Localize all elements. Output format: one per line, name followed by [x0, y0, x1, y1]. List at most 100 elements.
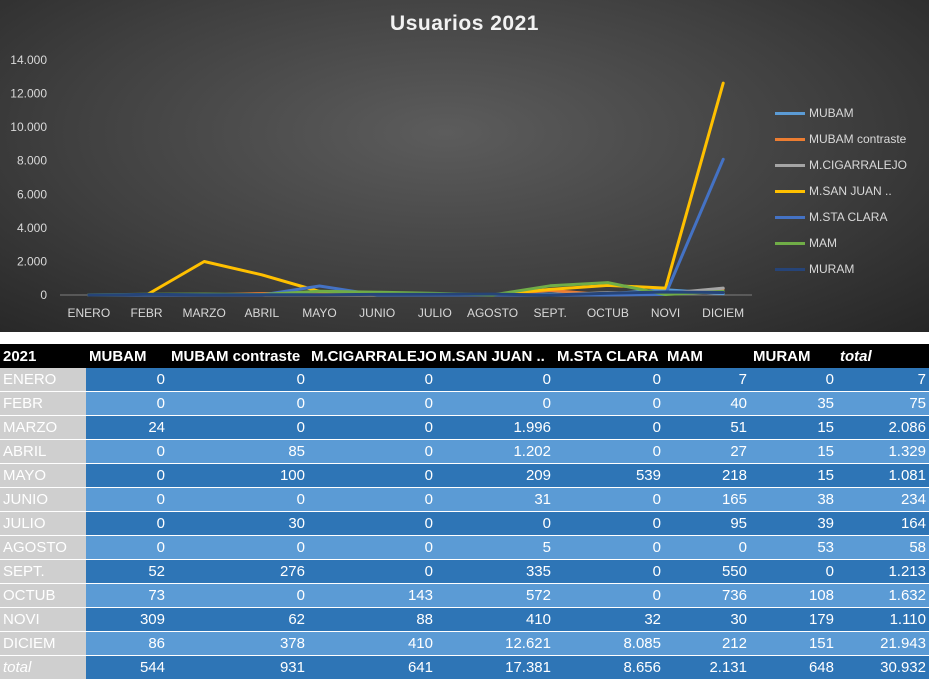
table-cell: 1.110 [837, 607, 929, 632]
table-row: JULIO 0 30 0 0 0 95 39 164 [0, 511, 929, 536]
chart-title: Usuarios 2021 [390, 12, 539, 35]
legend-label: MUBAM contraste [809, 132, 907, 146]
table-cell: 0 [86, 368, 168, 392]
table-cell: 5 [436, 535, 554, 560]
table-cell: 7 [837, 368, 929, 392]
table-cell: 0 [308, 439, 436, 464]
table-cell: 1.213 [837, 559, 929, 584]
table-cell: 24 [86, 415, 168, 440]
table-cell: 0 [554, 415, 664, 440]
table-cell: 32 [554, 607, 664, 632]
table-cell: 0 [554, 511, 664, 536]
table-cell: 378 [168, 631, 308, 656]
table-cell: 0 [308, 368, 436, 392]
legend-swatch [775, 111, 805, 115]
table-cell: 0 [308, 415, 436, 440]
legend-swatch [775, 267, 805, 271]
table-cell: 12.621 [436, 631, 554, 656]
legend-swatch [775, 163, 805, 167]
table-cell: 0 [308, 487, 436, 512]
table-cell: 165 [664, 487, 750, 512]
table-cell: 0 [168, 487, 308, 512]
table-cell: 7 [664, 368, 750, 392]
legend-item: MUBAM contraste [775, 126, 907, 152]
table-cell: 75 [837, 391, 929, 416]
table-cell: 0 [664, 535, 750, 560]
table-cell: 0 [168, 583, 308, 608]
table-cell: 0 [168, 391, 308, 416]
table-cell: 1.632 [837, 583, 929, 608]
table-cell: 86 [86, 631, 168, 656]
legend-item: M.STA CLARA [775, 204, 907, 230]
table-cell: 0 [750, 559, 837, 584]
table-cell: 53 [750, 535, 837, 560]
table-cell: 40 [664, 391, 750, 416]
line-chart: 0 2.000 4.000 6.000 8.000 10.000 12.000 14.000 E… [10, 53, 752, 320]
table-cell: 62 [168, 607, 308, 632]
table-cell: 410 [436, 607, 554, 632]
table-cell: 51 [664, 415, 750, 440]
table-cell: 30 [664, 607, 750, 632]
x-tick-label: DICIEM [702, 306, 744, 320]
table-cell: 212 [664, 631, 750, 656]
y-tick-label: 10.000 [10, 120, 47, 134]
x-tick-label: ABRIL [244, 306, 279, 320]
table-year-header: 2021 [0, 344, 86, 368]
table-row: ABRIL 0 85 0 1.202 0 27 15 1.329 [0, 439, 929, 464]
table-column-header: M.SAN JUAN .. [436, 344, 554, 368]
table-cell: 0 [554, 439, 664, 464]
table-cell: 218 [664, 463, 750, 488]
x-tick-label: ENERO [67, 306, 110, 320]
table-row: MARZO 24 0 0 1.996 0 51 15 2.086 [0, 415, 929, 440]
y-tick-label: 6.000 [17, 187, 47, 201]
table-cell: 100 [168, 463, 308, 488]
table-cell: 0 [554, 487, 664, 512]
x-tick-label: MARZO [182, 306, 225, 320]
table-column-header: M.STA CLARA [554, 344, 664, 368]
x-tick-label: MAYO [302, 306, 336, 320]
table-column-header: MURAM [750, 344, 837, 368]
row-label: NOVI [0, 607, 86, 632]
legend-label: M.CIGARRALEJO [809, 158, 908, 172]
table-cell: 0 [86, 487, 168, 512]
table-cell: 539 [554, 463, 664, 488]
table-column-header: M.CIGARRALEJO [308, 344, 436, 368]
table-column-header: total [837, 344, 929, 368]
legend-swatch [775, 215, 805, 219]
table-cell: 1.081 [837, 463, 929, 488]
table-cell: 335 [436, 559, 554, 584]
table-cell: 0 [168, 368, 308, 392]
table-cell: 164 [837, 511, 929, 536]
legend-swatch [775, 241, 805, 245]
row-label: AGOSTO [0, 535, 86, 560]
row-label: ENERO [0, 368, 86, 392]
table-cell: 27 [664, 439, 750, 464]
table-cell: 0 [554, 559, 664, 584]
table-cell: 234 [837, 487, 929, 512]
table-cell: 0 [554, 391, 664, 416]
table-cell: 2.086 [837, 415, 929, 440]
table-cell: 0 [308, 511, 436, 536]
table-cell: 0 [436, 511, 554, 536]
row-label: SEPT. [0, 559, 86, 584]
table-row: OCTUB 73 0 143 572 0 736 108 1.632 [0, 583, 929, 608]
table-cell: 0 [308, 391, 436, 416]
x-tick-label: AGOSTO [467, 306, 518, 320]
table-cell: 0 [86, 511, 168, 536]
legend-label: M.STA CLARA [809, 210, 888, 224]
table-cell: 0 [168, 415, 308, 440]
row-label: JUNIO [0, 487, 86, 512]
table-row: NOVI 309 62 88 410 32 30 179 1.110 [0, 607, 929, 632]
legend-item: MURAM [775, 256, 907, 282]
table-cell: 15 [750, 463, 837, 488]
table-cell: 58 [837, 535, 929, 560]
chart-area: Usuarios 2021 0 2.000 4.000 6.000 8.000 10.00… [0, 0, 929, 332]
legend-label: MAM [809, 236, 837, 250]
table-cell: 1.996 [436, 415, 554, 440]
legend-swatch [775, 189, 805, 193]
table-cell: 21.943 [837, 631, 929, 656]
table-column-header: MAM [664, 344, 750, 368]
table-cell: 410 [308, 631, 436, 656]
table-cell: 0 [554, 535, 664, 560]
x-tick-label: NOVI [651, 306, 680, 320]
